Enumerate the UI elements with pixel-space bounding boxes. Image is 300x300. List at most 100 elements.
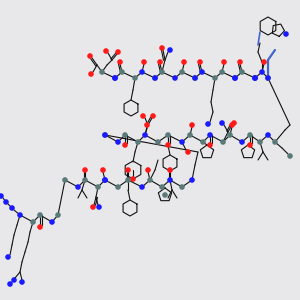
Circle shape	[165, 132, 171, 138]
Circle shape	[199, 69, 205, 75]
Circle shape	[82, 167, 88, 173]
Circle shape	[141, 59, 147, 65]
Circle shape	[167, 177, 173, 183]
Circle shape	[102, 177, 108, 183]
Circle shape	[219, 120, 225, 126]
Circle shape	[142, 132, 148, 138]
Circle shape	[49, 219, 55, 225]
Circle shape	[95, 184, 101, 190]
Circle shape	[3, 199, 9, 205]
Circle shape	[87, 53, 93, 59]
Circle shape	[165, 142, 171, 148]
Circle shape	[117, 59, 123, 65]
Circle shape	[207, 142, 213, 148]
Circle shape	[192, 75, 198, 81]
Circle shape	[102, 132, 108, 138]
Circle shape	[189, 122, 195, 128]
Circle shape	[252, 75, 258, 81]
Circle shape	[19, 279, 25, 285]
Circle shape	[185, 149, 191, 155]
Circle shape	[140, 113, 146, 119]
Circle shape	[147, 177, 153, 183]
Circle shape	[7, 281, 13, 287]
Circle shape	[187, 132, 193, 138]
Circle shape	[159, 45, 165, 51]
Circle shape	[115, 139, 121, 145]
Circle shape	[112, 75, 118, 81]
Circle shape	[237, 59, 243, 65]
Circle shape	[11, 277, 17, 283]
Circle shape	[139, 184, 145, 190]
Circle shape	[181, 59, 187, 65]
Circle shape	[259, 69, 265, 75]
Circle shape	[287, 153, 293, 159]
Circle shape	[112, 75, 118, 81]
Circle shape	[179, 184, 185, 190]
Circle shape	[197, 59, 203, 65]
Circle shape	[265, 75, 271, 81]
Circle shape	[261, 59, 267, 65]
Circle shape	[239, 139, 245, 145]
Circle shape	[135, 139, 141, 145]
Circle shape	[132, 75, 138, 81]
Circle shape	[227, 132, 233, 138]
Circle shape	[115, 49, 121, 55]
Circle shape	[179, 69, 185, 75]
Circle shape	[102, 132, 108, 138]
Circle shape	[155, 139, 161, 145]
Circle shape	[103, 48, 109, 54]
Circle shape	[252, 75, 258, 81]
Circle shape	[232, 75, 238, 81]
Circle shape	[221, 59, 227, 65]
Circle shape	[220, 139, 226, 145]
Circle shape	[99, 69, 105, 75]
Circle shape	[247, 132, 253, 138]
Circle shape	[152, 75, 158, 81]
Circle shape	[283, 31, 289, 37]
Circle shape	[159, 184, 165, 190]
Circle shape	[252, 75, 258, 81]
Circle shape	[172, 75, 178, 81]
Circle shape	[257, 139, 263, 145]
Circle shape	[5, 254, 11, 260]
Circle shape	[167, 47, 173, 53]
Circle shape	[122, 132, 128, 138]
Circle shape	[272, 139, 278, 145]
Circle shape	[90, 204, 96, 210]
Circle shape	[37, 212, 43, 218]
Circle shape	[219, 69, 225, 75]
Circle shape	[229, 122, 235, 128]
Circle shape	[30, 219, 36, 225]
Circle shape	[139, 69, 145, 75]
Circle shape	[207, 132, 213, 138]
Circle shape	[231, 120, 237, 126]
Circle shape	[159, 69, 165, 75]
Circle shape	[102, 177, 108, 183]
Circle shape	[0, 193, 4, 199]
Circle shape	[88, 71, 94, 77]
Circle shape	[62, 177, 68, 183]
Circle shape	[189, 177, 195, 183]
Circle shape	[200, 139, 206, 145]
Circle shape	[265, 132, 271, 138]
Circle shape	[100, 167, 106, 173]
Circle shape	[192, 75, 198, 81]
Circle shape	[232, 75, 238, 81]
Circle shape	[82, 177, 88, 183]
Circle shape	[115, 184, 121, 190]
Circle shape	[125, 167, 131, 173]
Circle shape	[212, 75, 218, 81]
Circle shape	[150, 113, 156, 119]
Circle shape	[162, 192, 168, 198]
Circle shape	[119, 69, 125, 75]
Circle shape	[122, 142, 128, 148]
Circle shape	[17, 212, 23, 218]
Circle shape	[239, 69, 245, 75]
Circle shape	[125, 177, 131, 183]
Circle shape	[96, 204, 102, 210]
Circle shape	[75, 184, 81, 190]
Circle shape	[167, 167, 173, 173]
Circle shape	[179, 139, 185, 145]
Circle shape	[265, 75, 271, 81]
Circle shape	[205, 121, 211, 127]
